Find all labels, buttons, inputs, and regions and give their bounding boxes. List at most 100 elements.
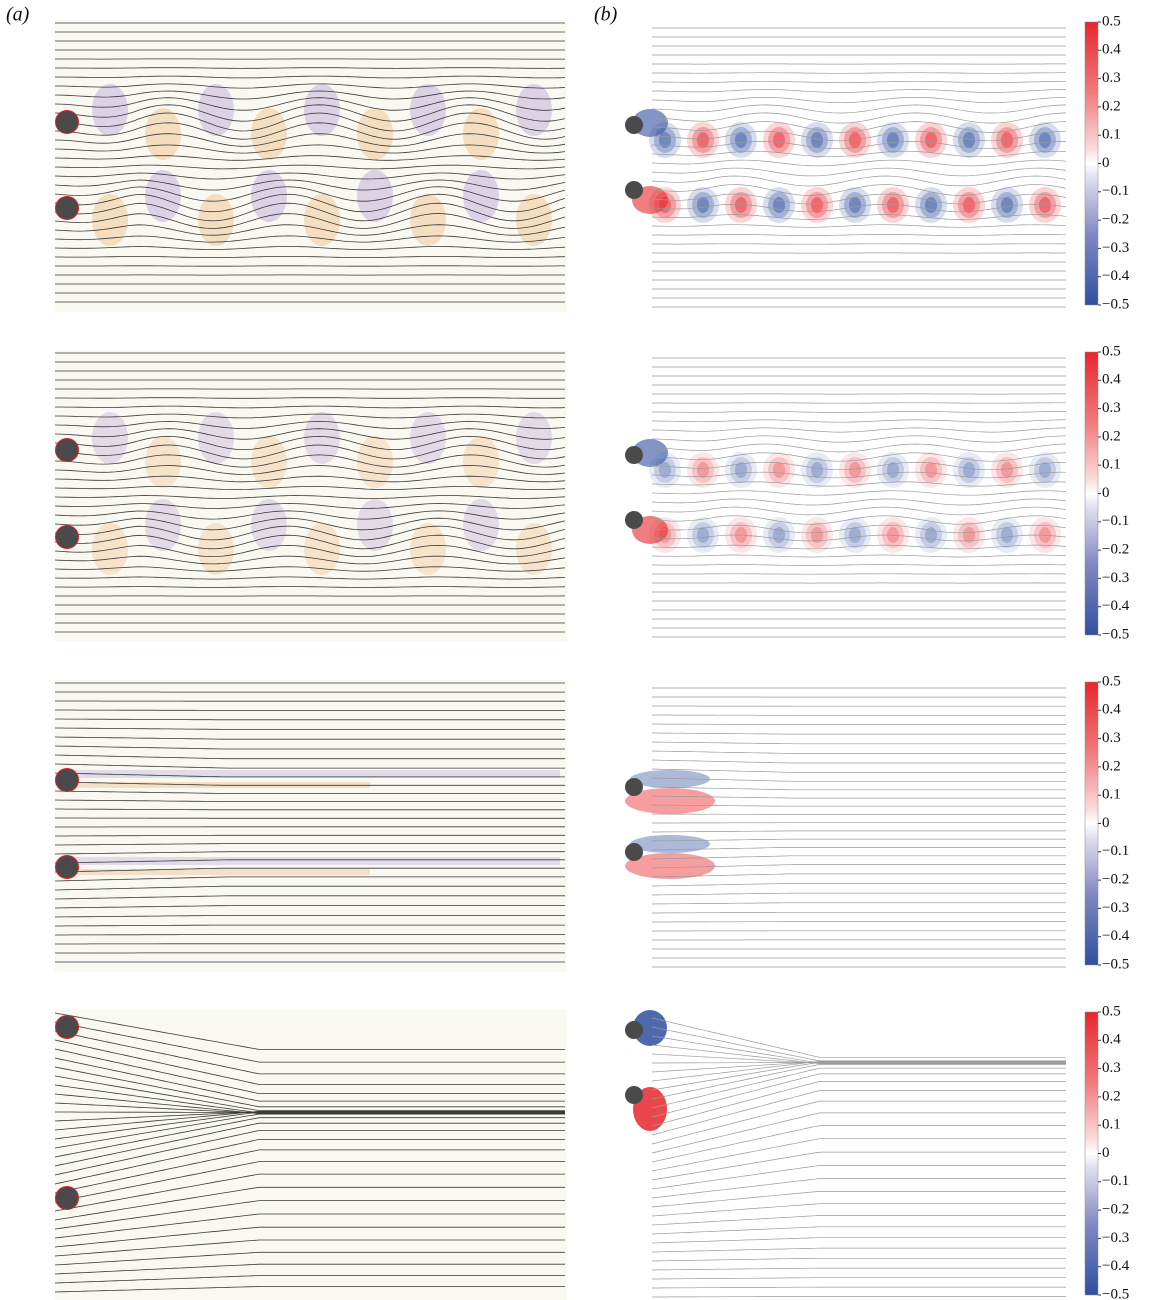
streamline [54, 1111, 565, 1140]
mode-contour [725, 452, 757, 488]
streamline [54, 172, 566, 180]
streamline [651, 1237, 1066, 1244]
mode-contour [763, 452, 795, 488]
streamline [651, 847, 1066, 851]
cylinder [56, 439, 78, 461]
mode-contour [963, 527, 975, 543]
colorbar-tick-label: −0.4 [1102, 268, 1130, 284]
mode-contour [915, 187, 947, 223]
streamline [54, 1226, 565, 1248]
colorbar-tick-label: 0.2 [1102, 1088, 1121, 1104]
colorbar-tick-label: 0.4 [1102, 702, 1121, 718]
streamline [54, 1113, 565, 1149]
streamline [651, 804, 1066, 807]
colorbar-tick-label: −0.3 [1102, 240, 1129, 256]
streamline [54, 736, 565, 740]
vortex [410, 194, 446, 246]
streamline [54, 1286, 565, 1293]
streamline [651, 167, 1067, 177]
streamline [651, 1064, 1066, 1100]
streamline [651, 1026, 1066, 1062]
colorbar-tick-label: 0.2 [1102, 98, 1121, 114]
mode-contour [725, 122, 757, 158]
streamline [54, 1122, 565, 1167]
streamline [54, 1030, 565, 1075]
streamline [55, 934, 565, 936]
mode-contour [1029, 452, 1061, 488]
mode-contour [1029, 122, 1061, 158]
streamline [651, 471, 1066, 479]
streamline [652, 1296, 1066, 1298]
streamline [651, 214, 1067, 220]
streamline [54, 1139, 565, 1185]
vortex [304, 523, 340, 575]
streamline [651, 524, 1067, 534]
mode-contour [953, 517, 985, 553]
streamline [651, 786, 1066, 791]
streamline [651, 150, 1067, 158]
streamline [651, 121, 1067, 133]
mode-contour [953, 452, 985, 488]
mode-contour [915, 452, 947, 488]
streamline [651, 203, 1067, 213]
streamline [54, 193, 566, 213]
vortex [516, 84, 552, 136]
mode-contour [1034, 192, 1056, 218]
colorbar-tick-label: 0.4 [1102, 372, 1121, 388]
streamline [652, 234, 1067, 236]
mode-contour [806, 522, 828, 548]
vortex [198, 84, 234, 136]
mode-contour [697, 132, 709, 148]
streamline [54, 224, 566, 236]
streamline [651, 892, 1066, 896]
colorbar-tick-label: 0.3 [1102, 400, 1121, 416]
streamline [54, 555, 566, 565]
streamline [651, 1191, 1066, 1208]
streamline [54, 435, 566, 451]
streamline [651, 873, 1066, 878]
streamline [55, 413, 566, 419]
mode-contour [1029, 187, 1061, 223]
streamline [54, 495, 566, 499]
streamline [54, 122, 566, 140]
mode-contour [735, 197, 747, 213]
streamline [54, 133, 566, 147]
mode-contour [811, 132, 823, 148]
streamline [651, 1081, 1066, 1127]
streamline [54, 179, 566, 191]
mode-contour [953, 122, 985, 158]
streamline [651, 104, 1067, 114]
colorbar-tick-label: 0.1 [1102, 457, 1121, 473]
streamline [651, 883, 1066, 887]
streamline [54, 1066, 565, 1108]
mode-contour [915, 517, 947, 553]
vortex [410, 412, 446, 464]
streamline [651, 838, 1066, 842]
streamline [651, 490, 1067, 496]
mode-contour [958, 522, 980, 548]
colorbar-tick-label: 0.2 [1102, 428, 1121, 444]
colorbar-tick-label: 0.5 [1102, 1003, 1121, 1019]
vortex [198, 194, 234, 246]
streamline [54, 246, 566, 250]
streamline [54, 799, 565, 802]
streamline [54, 1213, 565, 1239]
mode-contour [1039, 462, 1051, 478]
streamline [54, 1173, 565, 1212]
streamline [652, 732, 1066, 735]
mode-contour [687, 452, 719, 488]
streamline [651, 750, 1066, 754]
colorbar-tick-label: 0.1 [1102, 787, 1121, 803]
mode-contour [687, 122, 719, 158]
streamline [54, 144, 566, 154]
streamline [54, 1012, 565, 1050]
colorbar-tick-label: −0.1 [1102, 1173, 1129, 1189]
streamline [651, 452, 1067, 462]
mode-contour [768, 522, 790, 548]
streamline [651, 1073, 1066, 1118]
vortex [251, 499, 287, 551]
streamline [54, 566, 566, 572]
streamline [652, 427, 1067, 433]
streamline [54, 772, 565, 778]
streamline [54, 1039, 565, 1085]
